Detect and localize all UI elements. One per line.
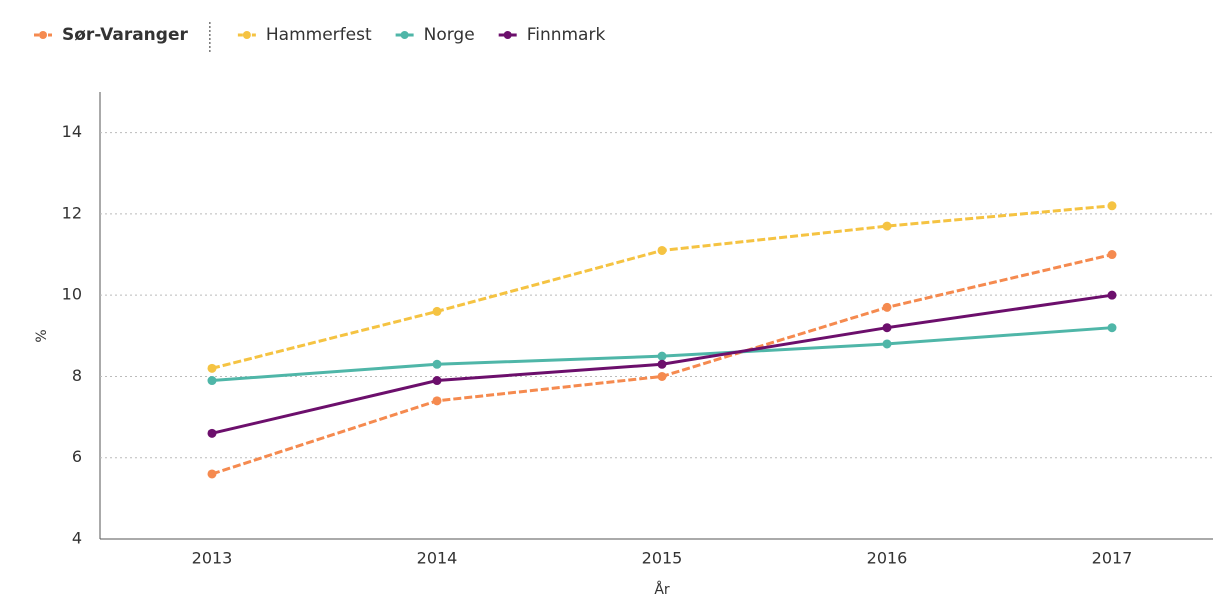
legend-swatch	[39, 31, 47, 39]
data-point	[882, 339, 892, 349]
data-point	[657, 245, 667, 255]
data-point	[1107, 250, 1117, 260]
data-point	[1107, 201, 1117, 211]
y-tick-label: 6	[72, 447, 82, 466]
data-point	[882, 302, 892, 312]
legend-swatch	[242, 31, 251, 39]
data-point	[657, 359, 667, 369]
legend-label: Sør-Varanger	[62, 25, 188, 45]
legend-swatch	[400, 31, 409, 39]
data-point	[207, 428, 217, 438]
data-point	[207, 469, 217, 479]
x-tick-label: 2013	[192, 549, 233, 568]
legend: Sør-Varanger Hammerfest Norge Finnmark	[34, 22, 605, 52]
y-tick-label: 12	[62, 203, 82, 222]
y-tick-label: 4	[72, 529, 82, 548]
data-point	[432, 306, 442, 316]
data-point	[207, 363, 217, 373]
legend-label: Norge	[424, 25, 475, 45]
data-point	[432, 396, 442, 406]
x-tick-label: 2017	[1092, 549, 1133, 568]
x-tick-label: 2015	[642, 549, 683, 568]
legend-label: Finnmark	[527, 25, 606, 45]
data-point	[1107, 290, 1117, 300]
legend-swatch	[503, 31, 512, 39]
x-tick-label: 2014	[417, 549, 458, 568]
series-line	[211, 204, 1113, 370]
data-point	[657, 371, 667, 381]
legend-label: Hammerfest	[266, 25, 372, 45]
y-tick-label: 10	[62, 285, 82, 304]
y-tick-label: 8	[72, 366, 82, 385]
y-tick-label: 14	[62, 122, 82, 141]
data-point	[882, 323, 892, 333]
x-axis-label: År	[654, 581, 670, 598]
x-tick-label: 2016	[867, 549, 908, 568]
data-point	[207, 376, 217, 386]
data-point	[432, 376, 442, 386]
data-point	[1107, 323, 1117, 333]
data-point	[657, 351, 667, 361]
y-axis-label: %	[34, 329, 50, 342]
data-point	[882, 221, 892, 231]
data-point	[432, 359, 442, 369]
